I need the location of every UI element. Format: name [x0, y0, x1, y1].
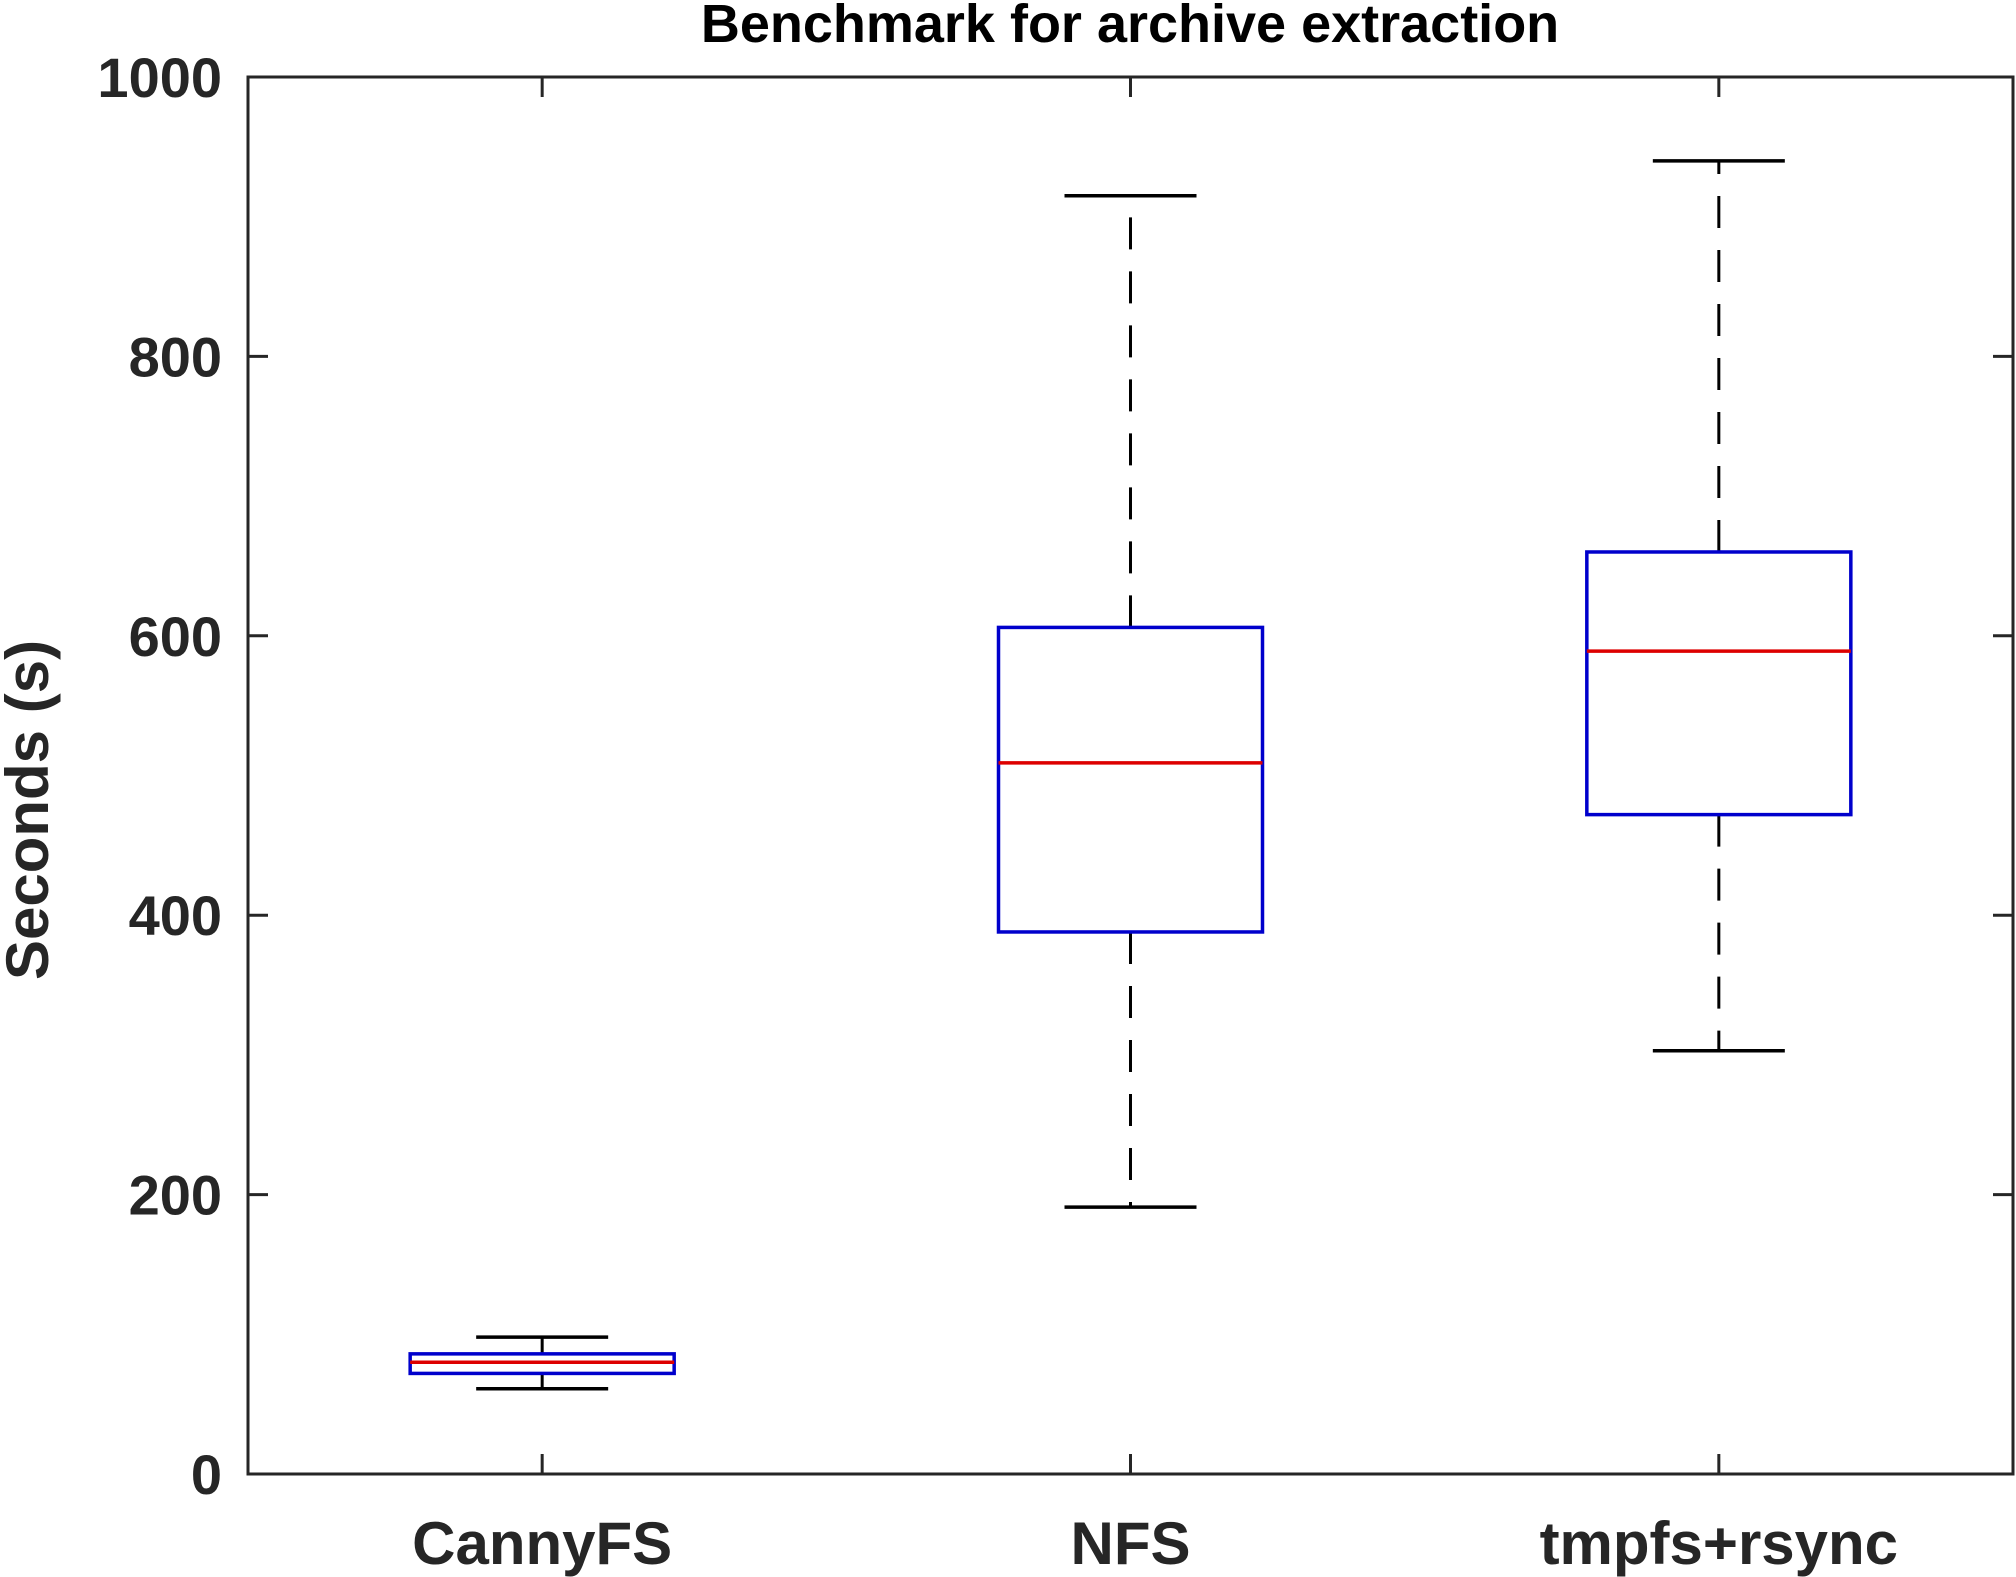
- box-cannyfs: [408, 1335, 676, 1391]
- y-tick-label: 200: [129, 1164, 222, 1227]
- x-axis-ticks: CannyFS NFS tmpfs+rsync: [412, 77, 1898, 1577]
- x-tick-label: NFS: [1071, 1510, 1191, 1577]
- iqr-box: [1585, 550, 1853, 817]
- y-tick-label: 800: [129, 325, 222, 388]
- x-tick-label: tmpfs+rsync: [1540, 1510, 1898, 1577]
- y-tick-label: 400: [129, 884, 222, 947]
- box-tmpfs-rsync: [1585, 159, 1853, 1053]
- y-axis-label: Seconds (s): [0, 640, 61, 980]
- box-nfs: [996, 193, 1265, 1209]
- iqr-box: [996, 625, 1265, 934]
- y-tick-label: 600: [129, 605, 222, 668]
- x-tick-label: CannyFS: [412, 1510, 672, 1577]
- boxes-group: [408, 159, 1853, 1391]
- y-tick-label: 0: [191, 1443, 222, 1506]
- y-tick-label: 1000: [97, 46, 222, 109]
- chart-title: Benchmark for archive extraction: [701, 0, 1559, 54]
- y-axis-ticks: 0 200 400 600 800 1000: [97, 46, 2013, 1506]
